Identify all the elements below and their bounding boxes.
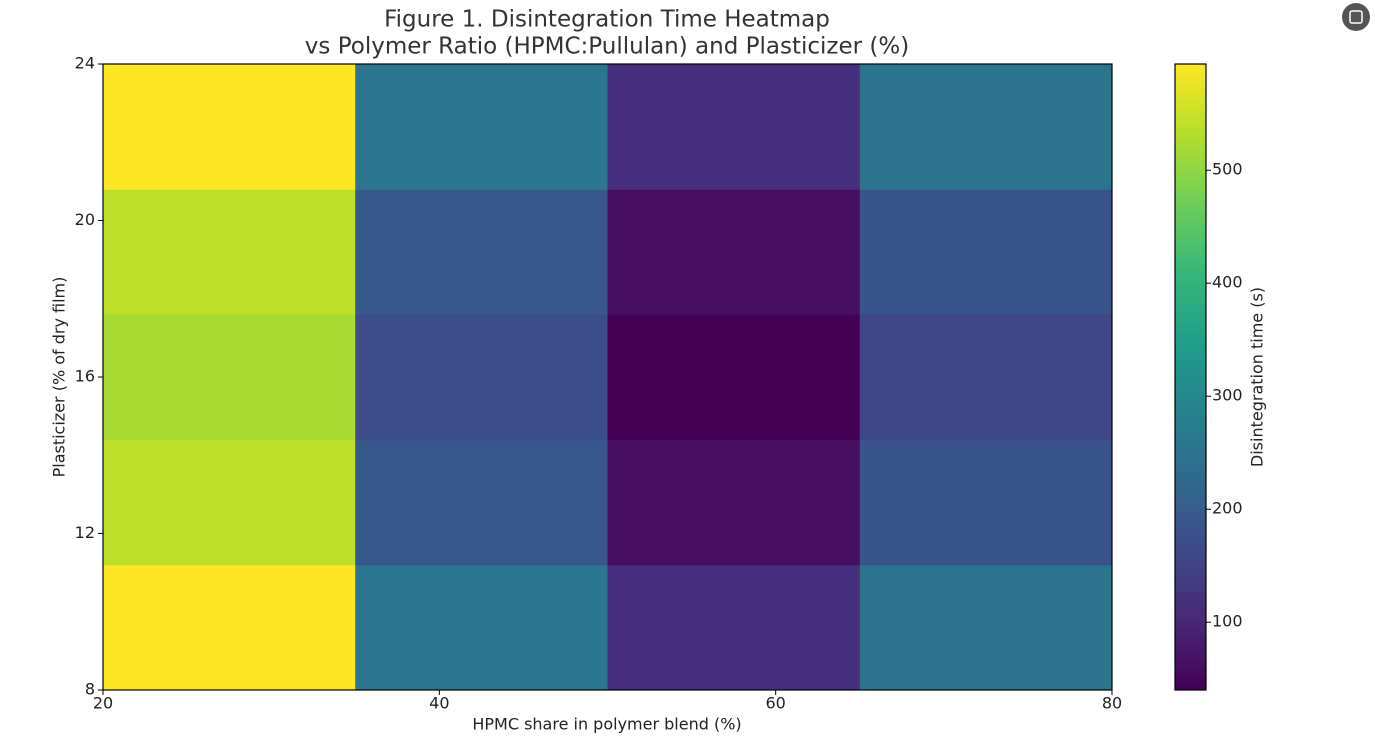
colorbar-tick-label: 500 [1212, 160, 1243, 179]
y-tick-label: 20 [75, 210, 95, 229]
colorbar-tick-label: 100 [1212, 612, 1243, 631]
heatmap-cell [859, 189, 1113, 315]
heatmap-cell [859, 564, 1113, 691]
heatmap-cell [103, 64, 356, 190]
heatmap-cell [355, 189, 608, 315]
x-tick-label: 40 [429, 694, 449, 713]
heatmap-cell [355, 314, 608, 441]
y-tick-label: 24 [75, 54, 95, 73]
colorbar-tick-label: 300 [1212, 386, 1243, 405]
heatmap-cell [859, 64, 1113, 190]
heatmap-cell [859, 439, 1113, 566]
y-axis-label: Plasticizer (% of dry film) [50, 277, 69, 478]
y-tick-label: 8 [85, 680, 95, 699]
heatmap-cell [607, 564, 861, 691]
x-axis-label: HPMC share in polymer blend (%) [472, 715, 741, 734]
colorbar-tick-label: 200 [1212, 499, 1243, 518]
heatmap-cell [607, 189, 861, 315]
colorbar [1174, 63, 1207, 691]
y-tick-label: 16 [75, 367, 95, 386]
heatmap-cell [607, 314, 861, 441]
heatmap-cell [103, 314, 356, 441]
chart-title: Figure 1. Disintegration Time Heatmap [384, 7, 830, 33]
x-tick-label: 80 [1102, 694, 1122, 713]
heatmap-cell [859, 314, 1113, 441]
heatmap-cell [355, 564, 608, 691]
heatmap-cell [355, 64, 608, 190]
heatmap-cell [103, 189, 356, 315]
y-tick-label: 12 [75, 523, 95, 542]
colorbar-label: Disintegration time (s) [1248, 287, 1267, 467]
x-tick-label: 20 [93, 694, 113, 713]
heatmap-cell [355, 439, 608, 566]
chart-subtitle: vs Polymer Ratio (HPMC:Pullulan) and Pla… [305, 34, 909, 60]
heatmap-cell [103, 564, 356, 691]
heatmap-cell [607, 439, 861, 566]
expand-button[interactable] [1342, 3, 1370, 31]
x-tick-label: 60 [765, 694, 785, 713]
colorbar-tick-label: 400 [1212, 273, 1243, 292]
heatmap-cell [607, 64, 861, 190]
heatmap-cell [103, 439, 356, 566]
